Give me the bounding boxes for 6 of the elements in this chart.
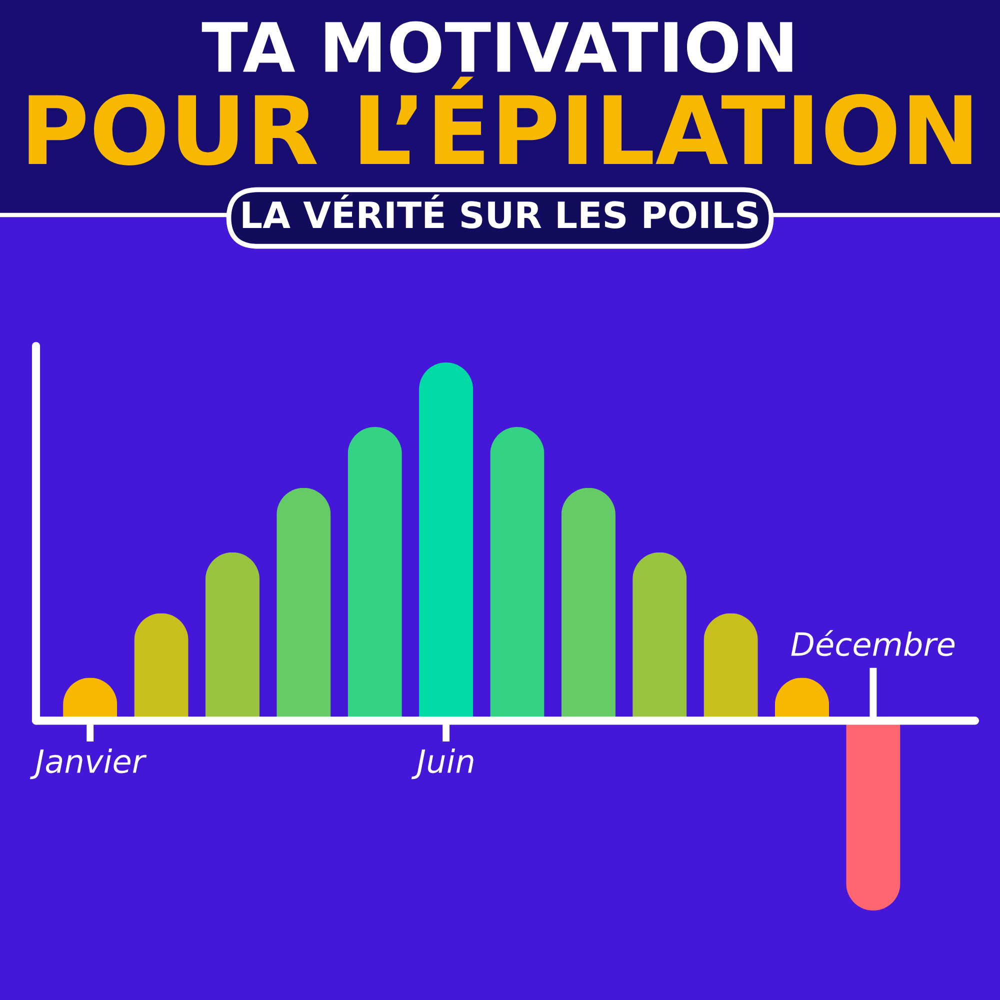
chart-subtitle: POUR L’ÉPILATION: [28, 76, 972, 166]
x-tick-label: Janvier: [30, 748, 147, 780]
chart-title: TA MOTIVATION: [202, 21, 792, 73]
x-tick-label: Juin: [411, 748, 474, 780]
text: LA VÉRITÉ SUR LES POILS: [242, 194, 758, 228]
x-tick-label: Décembre: [791, 630, 955, 656]
